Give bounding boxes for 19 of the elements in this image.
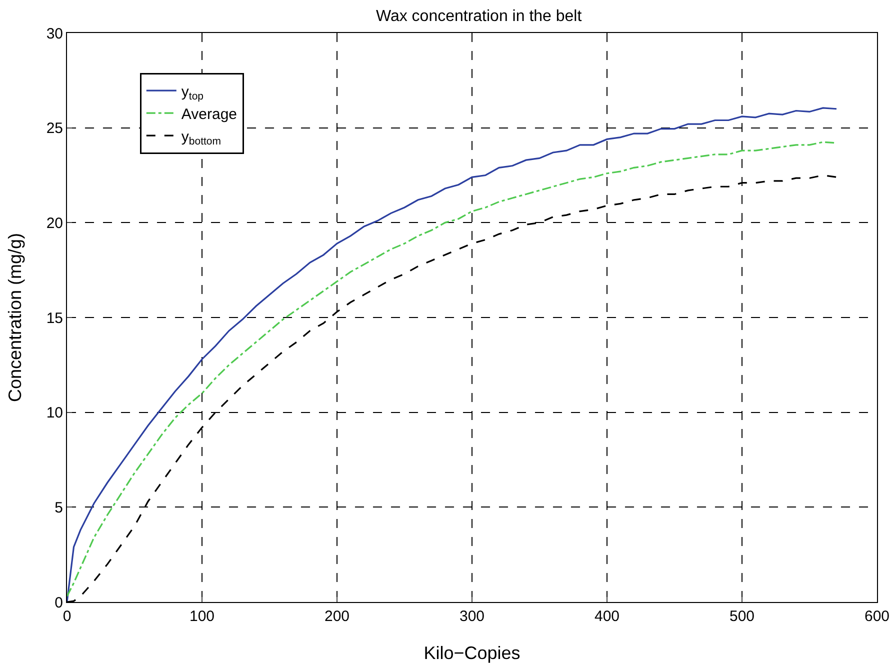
legend-label: Average (181, 106, 238, 123)
y-tick-label: 25 (46, 120, 63, 138)
y-tick-label: 5 (54, 499, 63, 516)
y-tick-label: 10 (46, 404, 63, 422)
y-tick-label: 20 (46, 214, 63, 232)
x-tick-label: 100 (189, 608, 215, 625)
legend-label: y$_{bottom}$ (181, 128, 222, 148)
y-tick-label: 30 (46, 25, 63, 42)
y-tick-label: 15 (46, 310, 63, 327)
chart-title: Wax concentration in the belt (376, 8, 582, 26)
x-tick-label: 500 (729, 608, 755, 625)
legend-label: y$_{top}$ (181, 83, 204, 103)
x-tick-label: 400 (594, 608, 620, 625)
y-tick-label: 0 (54, 594, 63, 612)
x-axis-title: Kilo−Copies (424, 643, 520, 663)
x-tick-label: 600 (864, 608, 890, 625)
x-tick-label: 200 (324, 608, 350, 625)
y-axis-title: Concentration (mg/g) (5, 232, 25, 402)
x-tick-label: 300 (459, 608, 485, 625)
